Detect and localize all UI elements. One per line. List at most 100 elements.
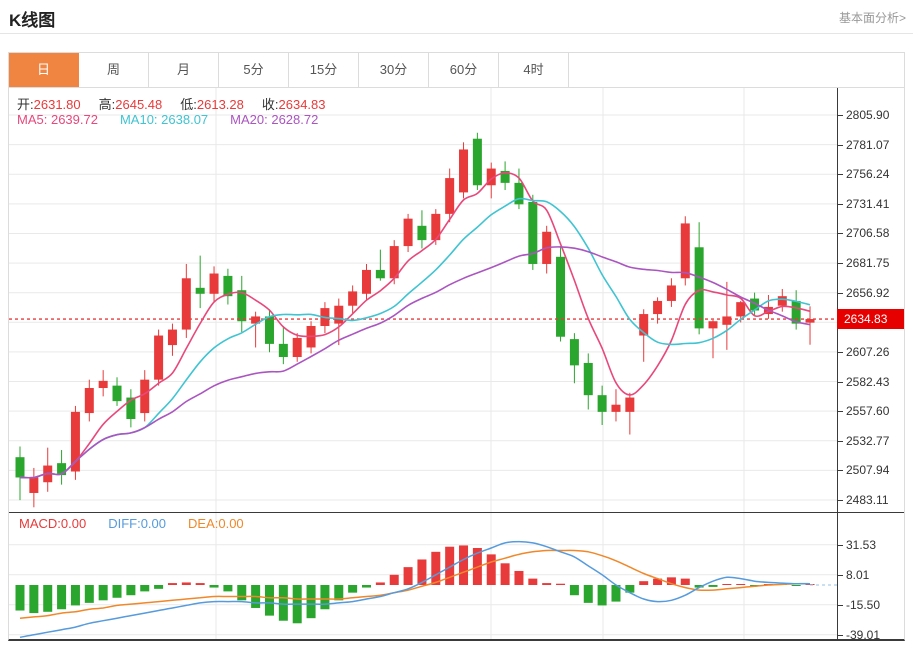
macd-histogram bbox=[15, 545, 815, 624]
price-axis-label: 2607.26 bbox=[846, 345, 890, 359]
axis-tick-mark bbox=[837, 635, 843, 636]
axis-tick-mark bbox=[837, 575, 843, 576]
price-axis-label: 2805.90 bbox=[846, 108, 890, 122]
price-axis-label: 2681.75 bbox=[846, 256, 890, 270]
macd-axis-label: -39.01 bbox=[846, 628, 881, 641]
info-item: DEA:0.00 bbox=[188, 516, 244, 531]
axis-tick-mark bbox=[837, 263, 843, 264]
candle bbox=[154, 329, 164, 386]
candle bbox=[167, 323, 177, 356]
axis-tick-mark bbox=[837, 441, 843, 442]
candle bbox=[583, 353, 593, 410]
candle bbox=[763, 294, 773, 319]
ma5-line bbox=[19, 171, 811, 479]
tab-15min[interactable]: 15分 bbox=[289, 53, 359, 87]
axis-tick-mark bbox=[837, 382, 843, 383]
macd-axis-label: -15.50 bbox=[846, 598, 881, 612]
info-item: 高:2645.48 bbox=[98, 97, 163, 112]
candle bbox=[805, 306, 815, 345]
candle bbox=[639, 309, 649, 362]
candle bbox=[556, 246, 566, 342]
candle bbox=[98, 370, 108, 397]
axis-tick-mark bbox=[837, 174, 843, 175]
macd-axis-label: 8.01 bbox=[846, 568, 870, 582]
tab-5min[interactable]: 5分 bbox=[219, 53, 289, 87]
candle bbox=[611, 389, 621, 422]
candle bbox=[292, 333, 302, 362]
candle bbox=[445, 168, 455, 223]
info-item: MA10: 2638.07 bbox=[119, 112, 209, 127]
tab-30min[interactable]: 30分 bbox=[359, 53, 429, 87]
candle bbox=[140, 370, 150, 422]
tab-week[interactable]: 周 bbox=[79, 53, 149, 87]
price-axis-label: 2656.92 bbox=[846, 286, 890, 300]
candle bbox=[375, 249, 385, 281]
macd-chart[interactable] bbox=[9, 512, 837, 641]
axis-tick-mark bbox=[837, 145, 843, 146]
candle bbox=[514, 168, 524, 210]
candle bbox=[403, 213, 413, 253]
axis-tick-mark bbox=[837, 605, 843, 606]
candle bbox=[84, 379, 94, 422]
tab-month[interactable]: 月 bbox=[149, 53, 219, 87]
price-axis-label: 2781.07 bbox=[846, 138, 890, 152]
price-axis-label: 2532.77 bbox=[846, 434, 890, 448]
candle bbox=[500, 161, 510, 191]
axis-tick-mark bbox=[837, 470, 843, 471]
candle bbox=[112, 377, 122, 406]
info-item: 开:2631.80 bbox=[17, 97, 81, 112]
candle bbox=[597, 385, 607, 425]
axis-tick-mark bbox=[837, 233, 843, 234]
price-axis-line bbox=[837, 88, 838, 639]
candle bbox=[181, 263, 191, 338]
fundamental-analysis-link[interactable]: 基本面分析> bbox=[838, 11, 906, 25]
axis-tick-mark bbox=[837, 545, 843, 546]
candle bbox=[195, 255, 205, 309]
info-item: MACD:0.00 bbox=[19, 516, 87, 531]
candle bbox=[70, 405, 80, 480]
macd-axis-label: 31.53 bbox=[846, 538, 877, 552]
ma-info-bar: MA5: 2639.72 MA10: 2638.07 MA20: 2628.72 bbox=[17, 112, 340, 127]
candle bbox=[29, 467, 39, 508]
candle bbox=[791, 290, 801, 330]
period-tabbar: 日周月 5分 15分 30分 60分 4时 bbox=[8, 52, 905, 88]
tab-60min[interactable]: 60分 bbox=[429, 53, 499, 87]
candle bbox=[362, 263, 371, 300]
current-price-badge: 2634.83 bbox=[837, 309, 904, 329]
info-item: 低:2613.28 bbox=[180, 97, 244, 112]
candle bbox=[15, 446, 25, 501]
candlestick-chart[interactable] bbox=[9, 88, 837, 512]
tab-day[interactable]: 日 bbox=[9, 53, 79, 87]
candle bbox=[569, 333, 579, 384]
candle bbox=[237, 275, 247, 332]
candle bbox=[459, 142, 469, 199]
candle bbox=[694, 222, 704, 335]
candle bbox=[625, 392, 635, 435]
diff-line bbox=[19, 540, 811, 639]
macd-info-bar: MACD:0.00 DIFF:0.00 DEA:0.00 bbox=[19, 516, 266, 531]
price-axis-label: 2557.60 bbox=[846, 404, 890, 418]
candle bbox=[223, 268, 233, 305]
candle bbox=[722, 281, 732, 350]
panel-separator bbox=[9, 512, 904, 513]
candle bbox=[486, 162, 496, 199]
price-axis-label: 2756.24 bbox=[846, 167, 890, 181]
price-axis-label: 2582.43 bbox=[846, 375, 890, 389]
price-axis-label: 2483.11 bbox=[846, 493, 889, 507]
candle bbox=[209, 266, 219, 303]
header-divider bbox=[0, 33, 913, 34]
ma20-line bbox=[19, 246, 811, 479]
candle bbox=[666, 278, 676, 307]
tab-4hour[interactable]: 4时 bbox=[499, 53, 569, 87]
candle bbox=[348, 285, 358, 315]
candle bbox=[334, 298, 344, 346]
info-item: 收:2634.83 bbox=[261, 97, 326, 112]
page-title: K线图 bbox=[9, 11, 56, 30]
info-item: MA5: 2639.72 bbox=[17, 112, 98, 127]
candle bbox=[126, 389, 136, 428]
price-axis-label: 2706.58 bbox=[846, 226, 890, 240]
candle bbox=[43, 447, 53, 492]
axis-tick-mark bbox=[837, 352, 843, 353]
candle bbox=[472, 132, 482, 191]
